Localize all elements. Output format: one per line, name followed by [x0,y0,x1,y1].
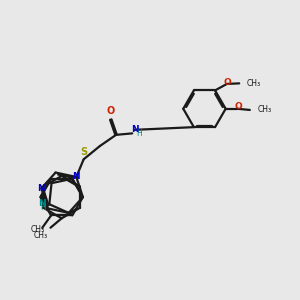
Text: N: N [131,125,138,134]
Text: S: S [80,147,88,157]
Text: CH₃: CH₃ [257,106,271,115]
Text: O: O [235,102,242,111]
Text: CH₃: CH₃ [34,231,48,240]
Text: N: N [73,172,80,182]
Text: CH₃: CH₃ [31,225,45,234]
Text: H: H [40,203,46,212]
Text: N: N [38,199,46,208]
Text: O: O [224,78,232,87]
Text: H: H [136,129,142,138]
Text: N: N [38,184,45,193]
Text: CH₃: CH₃ [247,79,261,88]
Text: O: O [106,106,114,116]
